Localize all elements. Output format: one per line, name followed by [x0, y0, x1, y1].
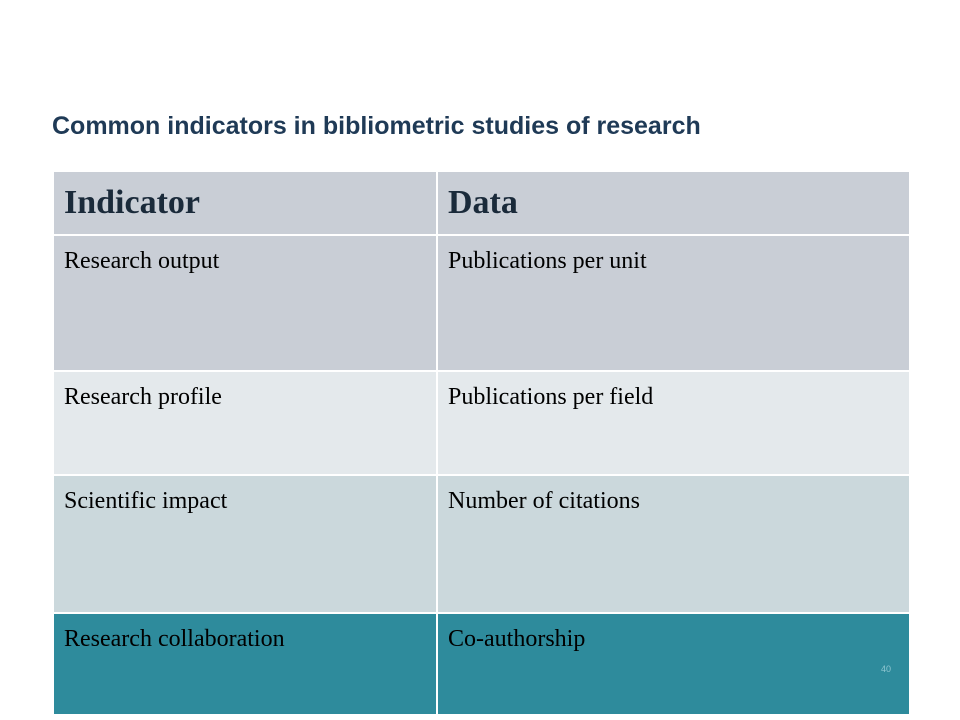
header-indicator: Indicator [52, 170, 438, 236]
indicator-cell: Scientific impact [52, 474, 438, 614]
data-cell: Publications per field [436, 370, 911, 476]
indicators-table: Indicator Data Research output Publicati… [52, 170, 911, 716]
page-number: 40 [880, 664, 891, 674]
data-cell: Co-authorship 40 [436, 612, 911, 716]
table-row: Scientific impact Number of citations [52, 474, 911, 614]
table-header-row: Indicator Data [52, 170, 911, 236]
slide-title: Common indicators in bibliometric studie… [52, 112, 701, 140]
indicator-cell: Research profile [52, 370, 438, 476]
data-cell: Publications per unit [436, 234, 911, 372]
indicator-cell: Research collaboration [52, 612, 438, 716]
data-cell: Number of citations [436, 474, 911, 614]
table-row: Research profile Publications per field [52, 370, 911, 476]
table-row: Research output Publications per unit [52, 234, 911, 372]
data-cell-text: Co-authorship [448, 626, 586, 652]
table-row: Research collaboration Co-authorship 40 [52, 612, 911, 716]
header-data: Data [436, 170, 911, 236]
indicator-cell: Research output [52, 234, 438, 372]
